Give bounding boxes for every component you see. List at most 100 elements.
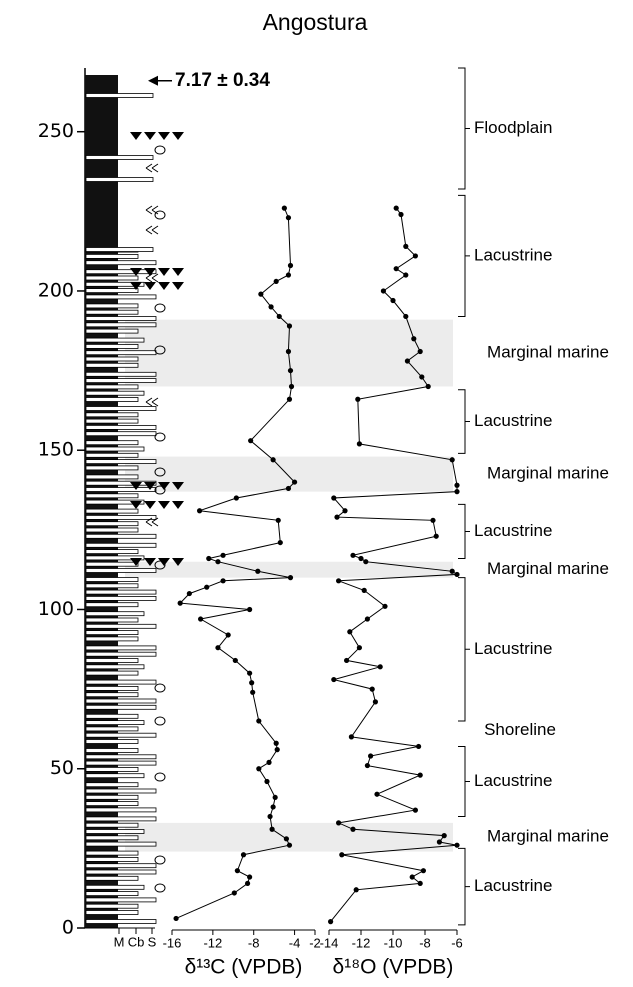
isotope-point [350,552,356,558]
symbol [154,855,166,865]
column-bed [85,542,157,548]
symbol [144,482,156,490]
column-bed [85,253,139,259]
facies-label: Floodplain [474,118,552,137]
isotope-point [198,616,204,622]
isotope-point [368,753,374,759]
facies-label: Marginal marine [487,464,609,483]
column-bed [85,328,139,334]
x-axis-title: δ¹³C (VPDB) [185,956,303,979]
isotope-point [232,657,238,664]
isotope-point [186,590,192,597]
column-bed [85,692,139,698]
facies-label: Marginal marine [487,827,609,846]
column-bed [85,568,157,573]
isotope-point [277,539,283,546]
column-bed [85,611,145,617]
isotope-point [420,868,426,874]
isotope-point [377,664,383,670]
column-bed [85,260,157,266]
isotope-point [225,632,231,638]
column-bed [85,658,139,663]
column-bed [85,698,157,704]
column-bed [85,767,139,772]
isotope-point [393,205,399,211]
isotope-point [215,645,221,651]
column-bed [85,487,157,492]
isotope-point [244,880,251,887]
isotope-point [417,772,423,778]
symbol [154,467,166,477]
column-bed [85,362,139,368]
column-bed [85,521,139,527]
symbol [158,282,170,290]
y-tick-label: 200 [38,279,74,301]
column-bed [85,602,139,608]
column-bed [85,275,139,281]
isotope-point [404,358,410,364]
isotope-point [273,740,279,746]
symbol [172,282,184,290]
column-bed [85,903,139,909]
isotope-point [286,842,293,848]
isotope-point [417,880,423,887]
column-bed [85,515,157,520]
isotope-point [454,489,460,495]
isotope-point [272,794,278,801]
isotope-point [339,852,345,858]
isotope-point [403,243,409,249]
isotope-point [281,205,287,211]
column-bed [85,424,157,430]
isotope-point [267,813,273,820]
x-tick-label: -10 [384,935,403,950]
y-tick-label: 150 [38,439,74,461]
facies-label: Lacustrine [474,876,552,895]
isotope-point [287,575,294,581]
column-bed [85,397,139,402]
column-bed [85,829,145,834]
isotope-point [248,438,254,444]
column-bed [85,480,157,486]
x-tick-label: -14 [320,935,339,950]
isotope-point [374,791,380,797]
isotope-point [336,820,342,826]
column-bed [85,508,139,514]
isotope-point [234,868,240,874]
column-bed [85,465,139,471]
isotope-point [287,367,294,374]
isotope-point [409,874,415,880]
bracket [458,577,470,722]
y-tick-label: 50 [50,757,74,779]
column-bed [85,884,145,890]
isotope-point [372,699,378,705]
symbol [154,683,166,693]
column-bed [85,322,157,328]
isotope-point [382,603,388,609]
column-bed [85,93,154,98]
isotope-point [412,253,418,259]
column-bed [85,869,157,875]
isotope-point [358,555,364,562]
isotope-point [196,508,203,514]
x-tick-label: -4 [289,935,301,950]
bracket [458,194,470,317]
isotope-point [268,304,274,310]
isotope-point [355,396,361,402]
column-bed [85,732,157,738]
symbol [154,303,166,313]
isotope-point [233,495,239,501]
column-bed [85,617,139,623]
column-bed [85,910,139,915]
column-bed [85,670,139,676]
column-bed [85,384,139,390]
symbol [154,485,166,495]
column-bed [85,739,139,744]
symbol [130,501,142,509]
symbol [144,501,156,509]
isotope-point [291,479,298,485]
column-bed [85,493,139,499]
column-bed [85,857,139,862]
column-bed [85,891,139,896]
column-bed [85,378,157,384]
column-bed [85,343,139,349]
